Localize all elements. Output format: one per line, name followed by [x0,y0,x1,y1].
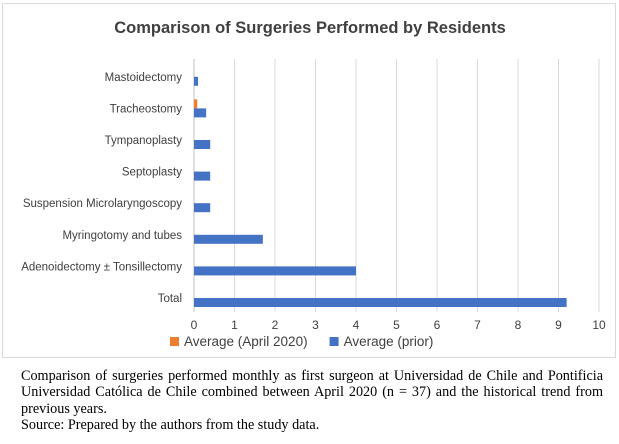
category-label: Tympanoplasty [105,135,183,147]
bar-april-2020 [194,99,198,109]
category-label: Total [158,293,182,305]
legend-swatch [170,337,179,346]
category-label: Mastoidectomy [105,72,183,84]
x-tick-label: 7 [474,318,481,332]
category-label: Adenoidectomy ± Tonsillectomy [21,261,182,273]
x-tick-label: 2 [272,318,279,332]
x-tick-label: 5 [393,318,400,332]
chart-title: Comparison of Surgeries Performed by Res… [114,19,506,37]
x-tick-label: 10 [592,318,606,332]
x-tick-label: 6 [434,318,441,332]
bar-prior [194,266,356,276]
x-tick-label: 1 [231,318,238,332]
category-label: Suspension Microlaryngoscopy [23,198,182,210]
legend-swatch [329,337,339,346]
figure-caption: Comparison of surgeries performed monthl… [21,368,603,434]
x-tick-label: 3 [312,318,319,332]
bar-prior [194,108,207,118]
bar-prior [194,76,199,86]
x-tick-label: 9 [555,318,562,332]
legend-label: Average (prior) [344,334,434,349]
bar-prior [194,140,211,149]
chart-frame: Comparison of Surgeries Performed by Res… [2,3,616,358]
caption-source: Source: Prepared by the authors from the… [21,417,320,434]
caption-text: Comparison of surgeries performed monthl… [21,368,603,417]
category-label: Septoplasty [122,167,182,179]
bar-prior [194,298,567,307]
legend-label: Average (April 2020) [184,334,308,349]
bar-prior [194,171,211,181]
x-tick-label: 0 [191,318,198,332]
category-label: Myringotomy and tubes [62,230,182,242]
category-label: Tracheostomy [110,103,183,115]
bar-prior [194,203,211,213]
surgeries-bar-chart: Comparison of Surgeries Performed by Res… [21,19,606,349]
x-tick-label: 8 [515,318,522,332]
bar-prior [194,234,263,244]
x-tick-label: 4 [353,318,360,332]
